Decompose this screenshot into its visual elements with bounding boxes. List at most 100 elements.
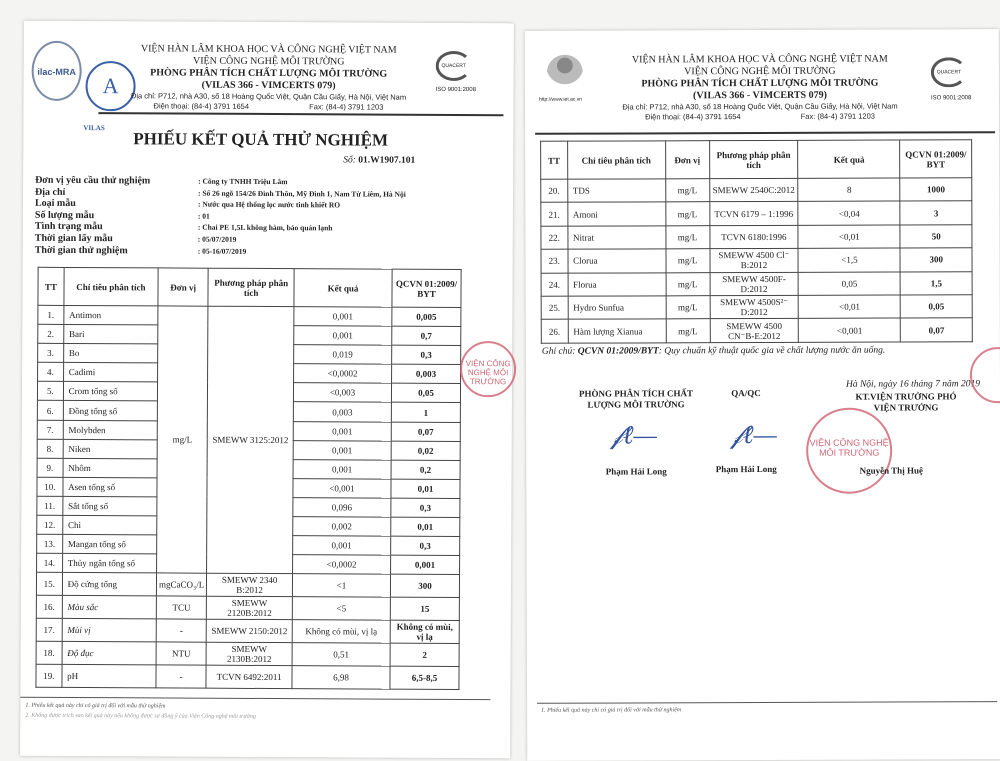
parameter-name: Nitrat	[567, 225, 666, 250]
result: <5	[292, 596, 391, 621]
qcvn-limit: 50	[900, 224, 972, 249]
table-row: 17. Mùi vị - SMEWW 2150:2012 Không có mùi, v…	[36, 618, 460, 644]
right-page: http://www.iet.ac.vn VIỆN HÀN LÂM KHOA H…	[524, 29, 1000, 761]
table-header-row: TT Chỉ tiêu phân tích Đơn vị Phương pháp ph…	[540, 139, 972, 180]
unit: -	[156, 619, 207, 643]
method: SMEWW 2540C:2012	[709, 178, 799, 203]
footnote-1: 1. Phiếu kết quả này chỉ có giá trị đối …	[25, 702, 166, 710]
qcvn-limit: 0,05	[900, 294, 973, 319]
row-number: 26.	[541, 319, 568, 344]
result: 0,001	[293, 459, 392, 479]
column-header-name: Chỉ tiêu phân tích	[567, 140, 666, 180]
qcvn-limit: 0,3	[391, 345, 461, 365]
qcvn-limit: Không có mùi, vị lạ	[390, 620, 460, 644]
qcvn-limit: 0,7	[391, 326, 461, 346]
parameter-name: Độ cứng tổng	[62, 572, 157, 597]
qcvn-limit: 0,005	[391, 307, 461, 327]
signature-3-name: Nguyễn Thị Huệ	[859, 465, 923, 476]
method: SMEWW 2340 B:2012	[206, 573, 293, 597]
result: 0,019	[293, 344, 392, 365]
result: 0,001	[293, 421, 392, 441]
footer-divider	[537, 701, 998, 704]
row-number: 19.	[35, 664, 62, 688]
footnote-1: 1. Phiếu kết quả này chỉ có giá trị đối …	[541, 707, 682, 714]
table-row: 19. pH - TCVN 6492:2011 6,98 6,5-8,5	[35, 664, 460, 690]
result: 0,51	[292, 642, 391, 667]
method: SMEWW 4500F- D:2012	[709, 271, 799, 296]
parameter-name: Amoni	[567, 202, 666, 226]
table-row: 1. Antimon mg/L SMEWW 3125:2012 0,001 0,005	[37, 305, 461, 574]
parameter-name: Cadimi	[63, 362, 158, 383]
unit: mgCaCO₃/L	[156, 573, 207, 597]
column-header-method: Phương pháp phân tích	[709, 140, 799, 179]
method: SMEWW 2150:2012	[206, 619, 293, 643]
document-number: Số: 01.W1907.101	[343, 155, 416, 166]
result: <0,0002	[293, 363, 392, 384]
method: SMEWW 3125:2012	[206, 306, 294, 574]
row-number: 5.	[37, 381, 64, 401]
signature-2: 𝒻ℓ—	[731, 419, 777, 450]
qcvn-limit: 3	[900, 201, 972, 225]
table-row: 21. Amoni mg/L TCVN 6179 – 1:1996 <0,04 3	[540, 201, 972, 227]
header-divider	[535, 131, 996, 135]
table-row: 16. Màu sắc TCU SMEWW 2120B:2012 <5 15	[36, 595, 460, 621]
method: SMEWW 2130B:2012	[206, 642, 293, 666]
unit: TCU	[156, 596, 207, 620]
row-number: 8.	[37, 438, 63, 459]
iso-text: ISO 9001:2008	[930, 95, 972, 102]
info-value: : Công ty TNHH Triệu Lâm	[198, 176, 288, 187]
red-stamp-edge	[969, 347, 1000, 404]
row-number: 2.	[37, 324, 64, 344]
info-label: Thời gian lấy mẫu	[34, 232, 113, 245]
table-row: 24. Florua mg/L SMEWW 4500F- D:2012 0,05 1,5	[541, 271, 973, 297]
sample-info: Đơn vị yêu cầu thử nghiệm : Công ty TNHH …	[35, 175, 406, 258]
info-label: Tình trạng mẫu	[34, 221, 103, 233]
parameter-name: Nhôm	[62, 458, 158, 478]
row-number: 13.	[36, 534, 63, 554]
parameter-name: Mùi vị	[61, 618, 157, 643]
row-number: 21.	[540, 202, 568, 227]
parameter-name: TDS	[567, 178, 666, 203]
info-label: Đơn vị yêu cầu thử nghiệm	[35, 174, 151, 187]
institute-header: VIỆN HÀN LÂM KHOA HỌC VÀ CÔNG NGHỆ VIỆT …	[130, 43, 407, 112]
column-header-tt: TT	[540, 141, 568, 180]
table-row: 15. Độ cứng tổng mgCaCO₃/L SMEWW 2340 B:201…	[36, 572, 460, 598]
result: 0,003	[293, 402, 392, 422]
unit: -	[156, 665, 207, 689]
method: TCVN 6180:1996	[709, 225, 799, 249]
parameter-name: Bari	[63, 324, 158, 345]
parameter-name: Chì	[62, 515, 157, 536]
parameter-name: Niken	[62, 439, 158, 459]
result: 6,98	[291, 665, 391, 690]
qcvn-limit: 0,05	[391, 383, 461, 403]
qcvn-limit: 1000	[900, 177, 972, 202]
result: <0,001	[292, 478, 392, 499]
row-number: 10.	[36, 477, 63, 497]
column-header-result: Kết quả	[293, 268, 393, 308]
info-row: Thời gian thử nghiệm: 05-16/07/2019	[35, 244, 406, 258]
result: <0,01	[798, 224, 901, 249]
unit: mg/L	[665, 248, 710, 273]
unit: mg/L	[665, 202, 710, 226]
signature-1-name: Phạm Hải Long	[605, 466, 667, 477]
result: <1,5	[798, 248, 901, 272]
footnote-2: 2. Không được trích sao kết quả này nếu …	[25, 712, 256, 720]
result: 8	[798, 178, 901, 202]
document-title: PHIẾU KẾT QUẢ THỬ NGHIỆM	[133, 129, 389, 150]
signature-2-title: QA/QC	[731, 388, 761, 399]
row-number: 3.	[37, 343, 64, 363]
column-header-unit: Đơn vị	[158, 267, 209, 307]
qcvn-limit: 6,5-8,5	[389, 666, 460, 690]
row-number: 1.	[37, 305, 64, 325]
row-number: 9.	[37, 458, 63, 478]
row-number: 12.	[36, 515, 63, 535]
result: <1	[292, 573, 391, 598]
result: 0,05	[798, 271, 901, 296]
table-row: 18. Độ đục NTU SMEWW 2130B:2012 0,51 2	[36, 641, 460, 667]
table-header-row: TT Chỉ tiêu phân tích Đơn vị Phương pháp ph…	[37, 267, 462, 308]
column-header-method: Phương pháp phân tích	[208, 268, 295, 307]
result: 0,001	[293, 440, 392, 460]
qcvn-limit: 0,001	[390, 555, 460, 575]
row-number: 25.	[541, 296, 568, 320]
result: 0,001	[293, 325, 392, 346]
